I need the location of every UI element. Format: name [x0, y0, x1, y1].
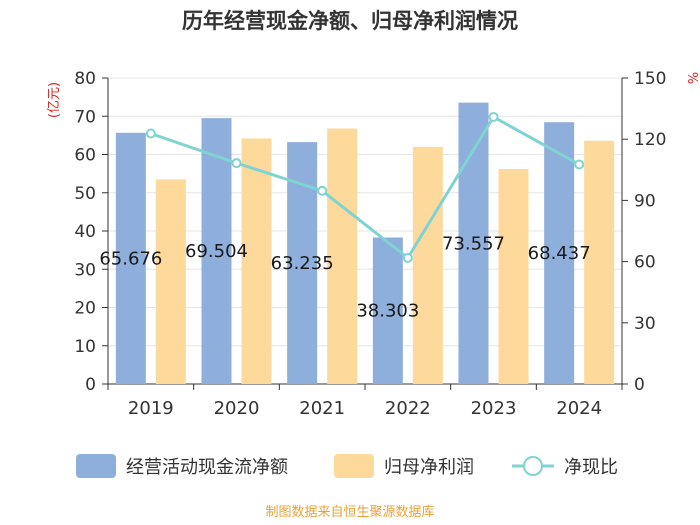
x-tick-label: 2021 — [299, 398, 345, 419]
bar-net-profit — [241, 138, 272, 384]
x-tick-label: 2023 — [471, 398, 517, 419]
tick-labels: 0 10 20 30 40 50 60 70 80 0 30 60 90 120 150 2019 2020 20… — [74, 69, 666, 419]
data-label: 38.303 — [356, 301, 419, 322]
data-labels: 65.676 69.504 63.235 38.303 73.557 68.437 — [99, 233, 590, 321]
left-axis-unit: (亿元) — [47, 82, 62, 118]
data-label: 69.504 — [185, 241, 248, 262]
x-tick-label: 2024 — [556, 398, 602, 419]
ratio-point — [317, 185, 328, 196]
bars — [115, 102, 615, 385]
right-tick-label: 120 — [634, 130, 666, 150]
data-label: 73.557 — [442, 233, 505, 254]
ratio-point — [231, 158, 242, 169]
legend-swatch-net-profit[interactable] — [334, 454, 374, 478]
bar-operating-cash-flow — [544, 122, 575, 384]
legend-label[interactable]: 归母净利润 — [384, 457, 474, 478]
legend-label[interactable]: 净现比 — [564, 457, 618, 478]
left-tick-label: 70 — [74, 107, 96, 127]
legend-marker-ratio[interactable] — [523, 456, 543, 476]
right-tick-label: 60 — [634, 253, 656, 273]
right-tick-label: 150 — [634, 69, 666, 89]
left-tick-label: 60 — [74, 146, 96, 166]
legend-swatch-cash-flow[interactable] — [76, 454, 116, 478]
right-tick-label: 30 — [634, 314, 656, 334]
data-label: 68.437 — [528, 243, 591, 264]
left-tick-label: 0 — [85, 375, 96, 395]
bar-net-profit — [327, 128, 358, 384]
source-note: 制图数据来自恒生聚源数据库 — [265, 504, 434, 520]
left-tick-label: 30 — [74, 260, 96, 280]
data-label: 65.676 — [99, 248, 162, 269]
left-tick-label: 40 — [74, 222, 96, 242]
axes — [102, 77, 628, 390]
bar-net-profit — [498, 169, 529, 384]
legend-label[interactable]: 经营活动现金流净额 — [126, 457, 288, 478]
legend[interactable]: 经营活动现金流净额 归母净利润 净现比 — [76, 454, 618, 478]
gridlines — [108, 77, 622, 347]
right-tick-label: 90 — [634, 191, 656, 211]
ratio-line-path — [150, 114, 580, 261]
left-tick-label: 80 — [74, 69, 96, 89]
chart-title: 历年经营现金净额、归母净利润情况 — [182, 9, 518, 33]
left-tick-label: 10 — [74, 337, 96, 357]
ratio-point — [488, 111, 499, 122]
ratio-point — [145, 128, 156, 139]
data-label: 63.235 — [271, 253, 334, 274]
right-tick-label: 0 — [634, 375, 645, 395]
bar-operating-cash-flow — [372, 237, 403, 384]
x-tick-label: 2022 — [385, 398, 431, 419]
bar-operating-cash-flow — [115, 132, 146, 384]
right-axis-unit: % — [684, 72, 699, 84]
x-tick-label: 2019 — [128, 398, 174, 419]
ratio-point — [574, 159, 585, 170]
bar-net-profit — [584, 140, 615, 384]
bar-operating-cash-flow — [201, 118, 232, 384]
left-tick-label: 20 — [74, 299, 96, 319]
ratio-line — [145, 111, 585, 263]
ratio-point — [402, 252, 413, 263]
x-tick-label: 2020 — [214, 398, 260, 419]
left-tick-label: 50 — [74, 184, 96, 204]
bar-net-profit — [155, 179, 186, 384]
bar-net-profit — [412, 146, 443, 384]
